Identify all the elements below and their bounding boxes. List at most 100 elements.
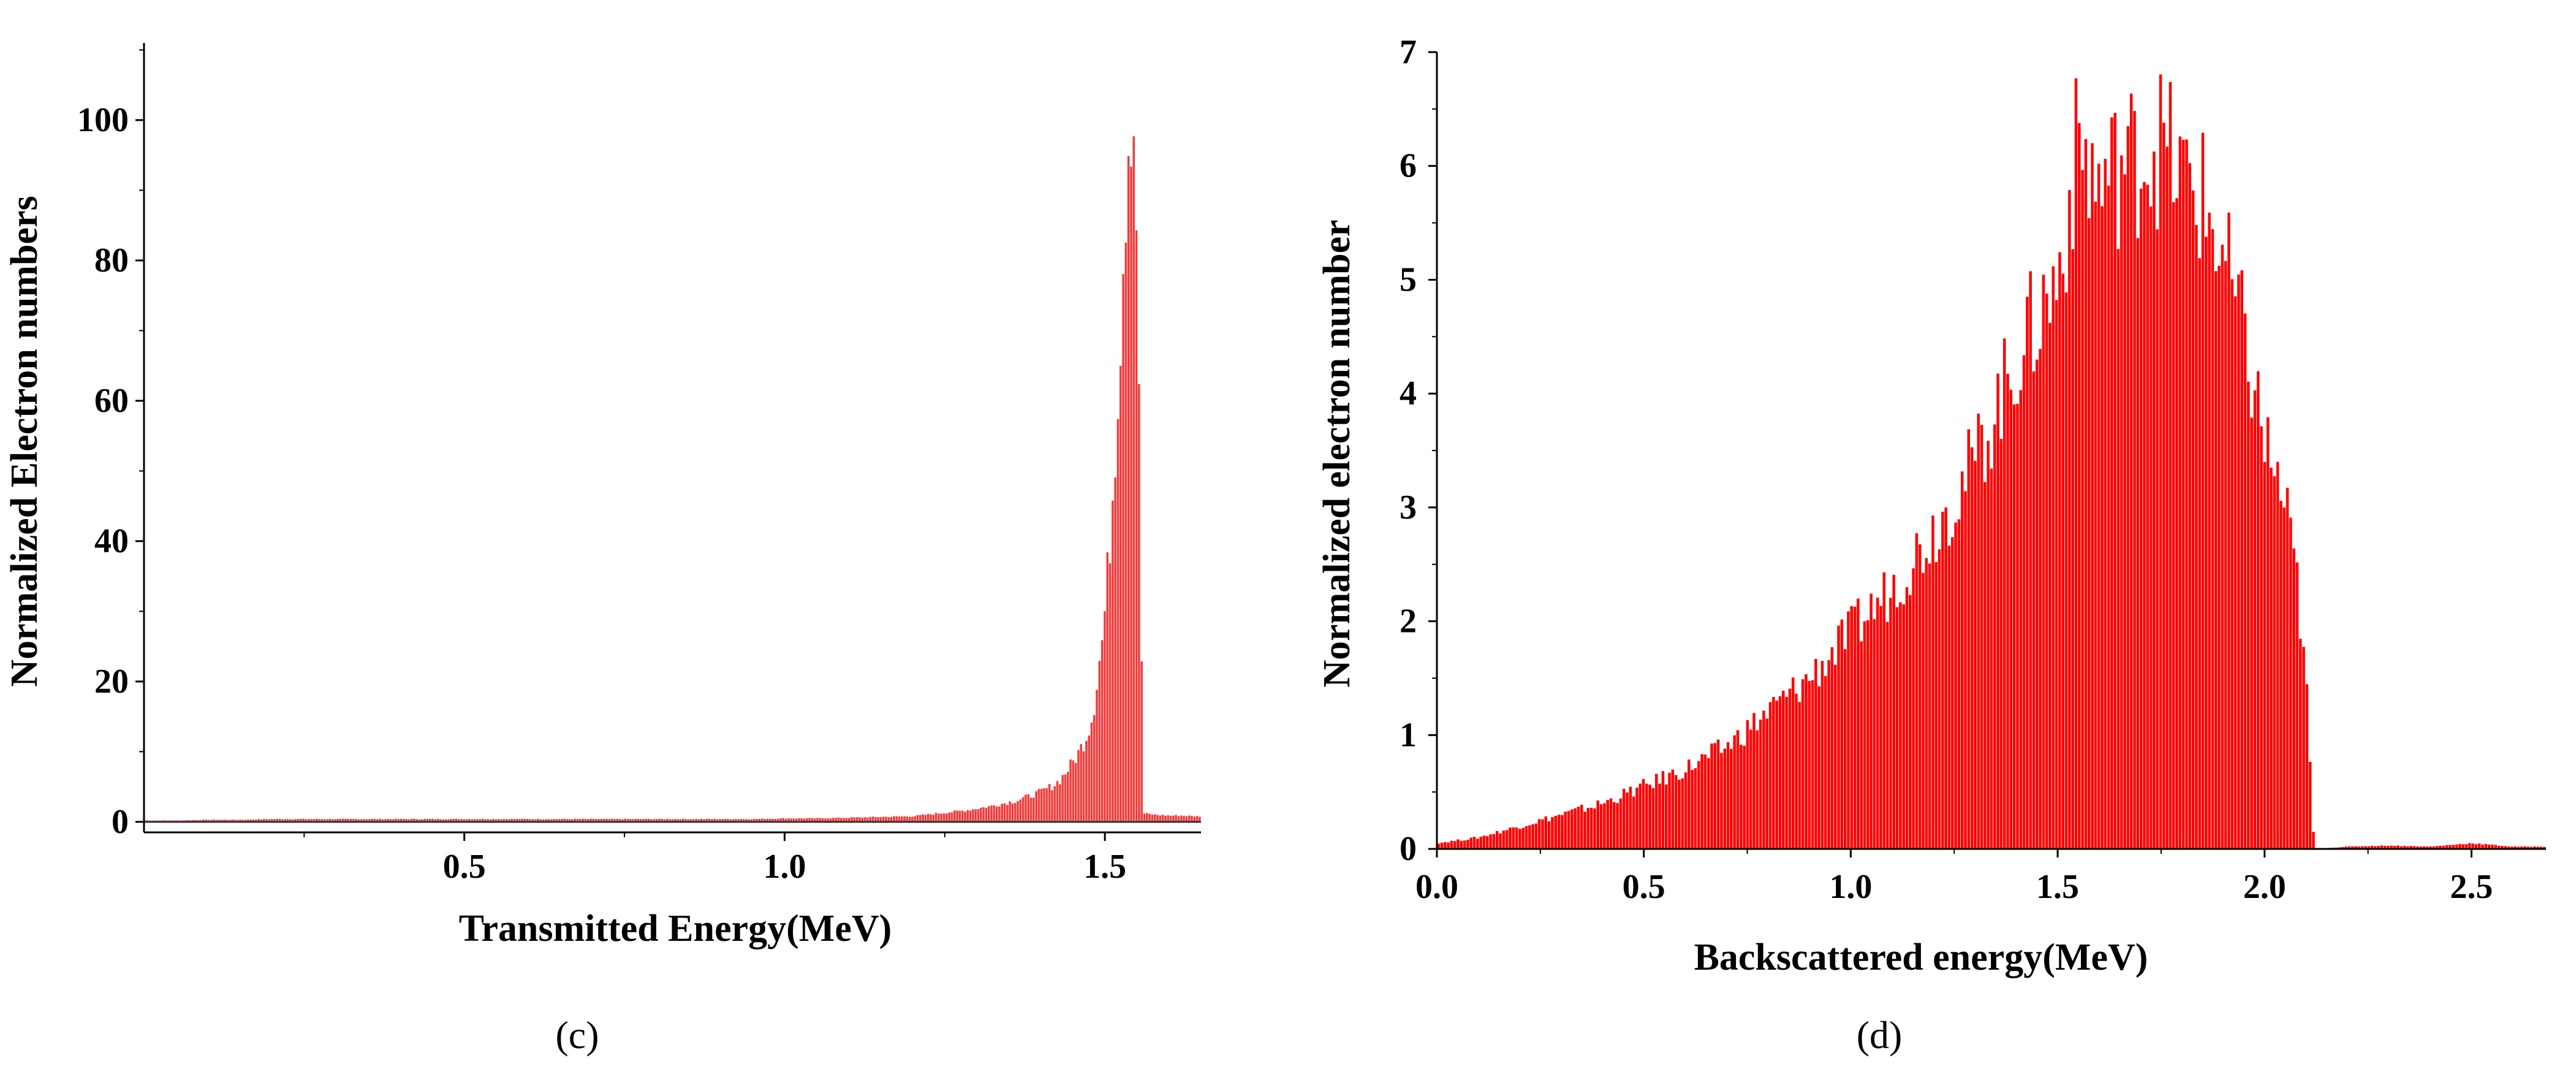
histogram-bar [531,819,534,822]
histogram-bar [2214,271,2218,850]
histogram-bar [225,820,229,822]
histogram-bar [1059,784,1061,822]
histogram-bar [1700,754,1703,849]
histogram-bar [595,819,597,822]
histogram-bar [1645,783,1648,849]
histogram-bar [413,818,415,822]
histogram-bar [790,818,792,822]
histogram-bar [523,819,526,822]
histogram-bar [2227,212,2230,849]
histogram-bar [418,819,421,822]
histogram-bar [938,813,940,822]
histogram-bar [1795,693,1798,849]
histogram-bar [1140,661,1143,822]
histogram-bar [2149,206,2153,849]
histogram-bar [1019,799,1022,822]
histogram-bar [1703,755,1707,849]
histogram-bar [2198,258,2201,850]
histogram-bar [2126,126,2130,850]
histogram-bar [1957,519,1961,849]
histogram-bar [542,819,545,822]
histogram-bar [879,817,882,822]
histogram-bar [724,818,727,822]
histogram-bar [1996,373,1999,849]
histogram-bar [2260,426,2263,849]
histogram-bar [1778,696,1782,849]
histogram-bar [1108,563,1112,822]
histogram-bar [2091,143,2094,849]
histogram-bar [1726,742,1730,849]
histogram-bar [1651,788,1655,849]
histogram-bar [494,819,498,822]
histogram-bar [2019,390,2023,849]
histogram-bar [1599,804,1603,849]
histogram-bar [2412,846,2416,849]
x-tick-label: 1.0 [1829,868,1872,906]
histogram-bar [1616,803,1619,849]
histogram-bar [1613,802,1616,849]
histogram-bar [2458,843,2461,849]
histogram-bar [1674,775,1678,849]
y-tick-label: 0 [112,803,129,841]
histogram-bar [2253,390,2257,849]
histogram-bar [342,818,344,822]
histogram-bar [1509,827,1512,849]
histogram-bar [1525,826,1528,849]
histogram-bar [974,809,977,822]
histogram-bar [1106,552,1109,822]
histogram-bar [545,819,547,822]
histogram-bar [2101,206,2104,850]
histogram-bar [779,818,782,822]
y-tick-label: 1 [1400,716,1417,754]
histogram-bar [1148,813,1151,822]
histogram-bar [539,819,542,822]
y-tick-label: 80 [94,241,129,280]
histogram-bar [2110,117,2113,849]
histogram-bar [2533,846,2536,849]
histogram-bar [642,819,645,822]
histogram-bar [1820,661,1824,849]
histogram-bar [1156,815,1159,822]
histogram-bar [268,819,271,822]
x-tick-label: 1.5 [1083,848,1126,886]
histogram-bar [985,808,988,822]
histogram-bar [1013,802,1017,822]
histogram-bar [563,818,566,822]
bars-c [144,136,1201,823]
histogram-bar [761,818,763,822]
histogram-bar [1172,815,1175,822]
histogram-bar [349,818,352,822]
histogram-bar [871,816,874,822]
histogram-bar [824,818,827,822]
histogram-bar [431,818,434,822]
histogram-bar [202,820,205,822]
histogram-bar [1017,800,1019,822]
histogram-bar [2292,548,2295,849]
histogram-bar [1589,807,1593,849]
histogram-bar [1759,720,1762,849]
histogram-bar [2364,846,2367,849]
histogram-bar [1801,679,1805,849]
histogram-bar [1531,824,1534,849]
histogram-bar [1843,649,1847,849]
histogram-bar [2169,82,2172,850]
histogram-bar [1671,769,1675,849]
histogram-bar [814,818,816,822]
histogram-bar [1768,702,1772,849]
histogram-bar [2120,155,2123,850]
histogram-bar [2266,417,2270,849]
histogram-bar [360,819,363,822]
histogram-bar [687,819,690,822]
histogram-bar [2068,190,2071,849]
histogram-bar [1124,242,1127,822]
histogram-bar [1749,729,1752,849]
histogram-bar [916,815,919,822]
histogram-bar [1583,812,1586,849]
panel-label-c: (c) [555,1013,599,1057]
histogram-bar [218,820,221,822]
x-tick-label: 0.5 [443,848,486,886]
histogram-bar [452,818,455,822]
histogram-bar [1944,507,1947,849]
histogram-bar [442,819,444,822]
histogram-bar [436,818,439,822]
